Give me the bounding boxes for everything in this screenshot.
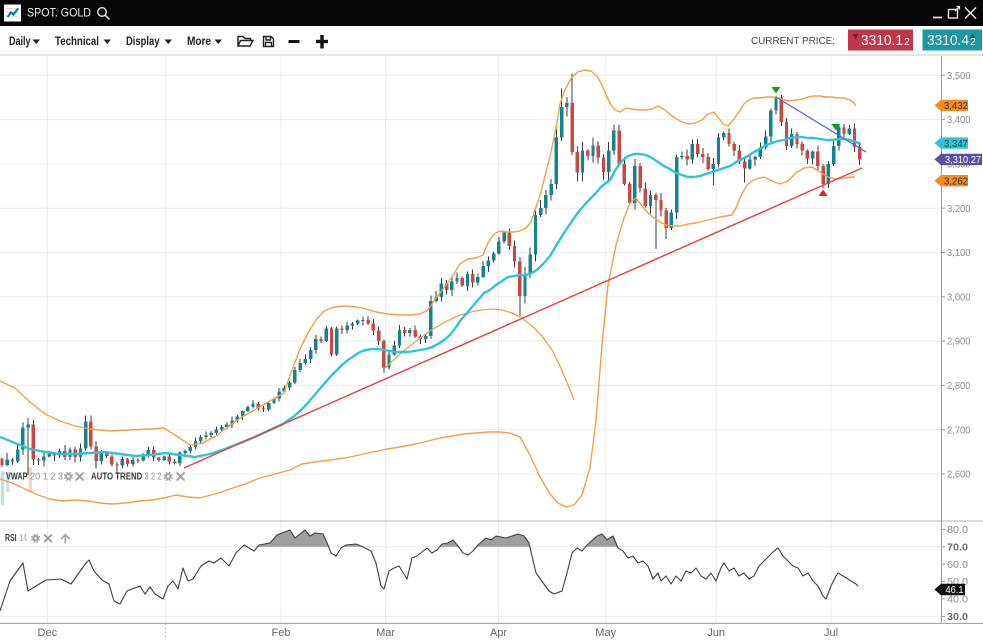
svg-text:70.0: 70.0 — [947, 541, 968, 553]
svg-text:3 2 2: 3 2 2 — [145, 472, 162, 483]
svg-text:2,900: 2,900 — [947, 336, 971, 348]
svg-text:Mar: Mar — [376, 627, 395, 639]
svg-text:3310.1: 3310.1 — [861, 33, 903, 49]
svg-text:Display: Display — [126, 34, 160, 48]
svg-text:2: 2 — [904, 36, 910, 48]
svg-text:3,000: 3,000 — [947, 291, 971, 303]
svg-text:SPOT. GOLD: SPOT. GOLD — [27, 8, 91, 20]
svg-text:Jul: Jul — [824, 627, 838, 639]
svg-text:Dec: Dec — [38, 627, 58, 639]
svg-text:20 1 2 3: 20 1 2 3 — [30, 472, 63, 483]
svg-text:AUTO TREND: AUTO TREND — [91, 472, 142, 483]
svg-text:2,800: 2,800 — [947, 380, 971, 392]
svg-text:14: 14 — [20, 533, 28, 544]
svg-text:3,200: 3,200 — [947, 203, 971, 215]
svg-text:.: . — [86, 472, 89, 483]
svg-text:Feb: Feb — [272, 627, 291, 639]
svg-text:Daily: Daily — [9, 34, 31, 48]
svg-text:46.1: 46.1 — [946, 584, 964, 596]
svg-text:3,500: 3,500 — [947, 70, 971, 82]
svg-text:2: 2 — [970, 36, 976, 48]
svg-text:CURRENT PRICE:: CURRENT PRICE: — [751, 35, 835, 47]
svg-text:Jun: Jun — [707, 627, 725, 639]
svg-text:3310.4: 3310.4 — [927, 33, 969, 49]
svg-text:RSI: RSI — [5, 533, 17, 544]
svg-text:3,432: 3,432 — [944, 100, 968, 112]
svg-text:3,310.27: 3,310.27 — [945, 154, 981, 166]
svg-text:3,100: 3,100 — [947, 247, 971, 259]
svg-text:3,400: 3,400 — [947, 114, 971, 126]
svg-text:May: May — [595, 627, 616, 639]
svg-text:More: More — [187, 34, 211, 48]
svg-text:80.0: 80.0 — [947, 524, 968, 536]
svg-text:VWAP: VWAP — [6, 472, 28, 483]
svg-text:60.0: 60.0 — [947, 559, 968, 571]
svg-text:3,347: 3,347 — [944, 138, 968, 150]
svg-text:2,600: 2,600 — [947, 469, 971, 481]
svg-text:3,262: 3,262 — [944, 175, 968, 187]
svg-text:Technical: Technical — [55, 34, 99, 48]
svg-text:40.0: 40.0 — [947, 594, 968, 606]
svg-text:Apr: Apr — [490, 627, 507, 639]
svg-text:30.0: 30.0 — [947, 611, 968, 623]
svg-text:2,700: 2,700 — [947, 424, 971, 436]
